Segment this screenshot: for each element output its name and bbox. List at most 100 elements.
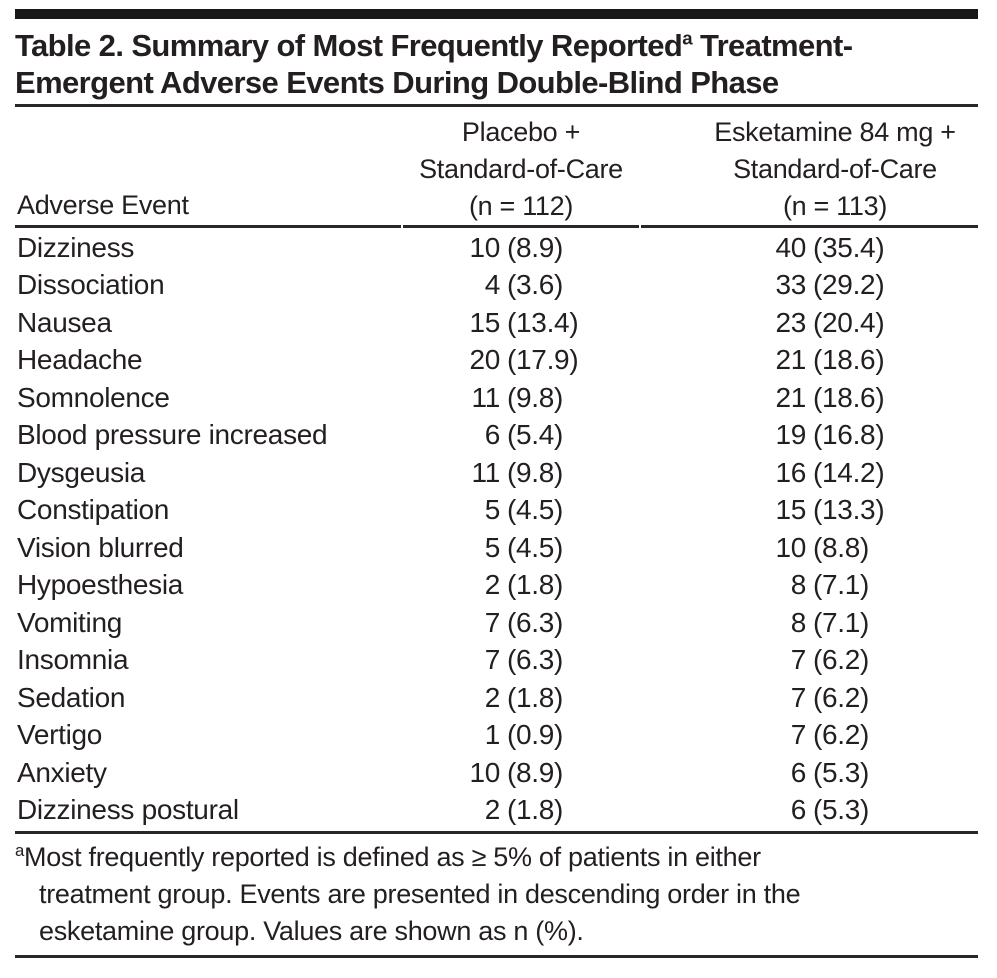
esketamine-percent: (6.2)	[813, 719, 870, 751]
placebo-value: 11 (9.8)	[402, 379, 640, 417]
placebo-value: 7 (6.3)	[402, 642, 640, 680]
esketamine-count: 8	[790, 606, 807, 638]
esketamine-percent: (35.4)	[813, 231, 885, 263]
placebo-value: 2 (1.8)	[402, 567, 640, 605]
placebo-value: 4 (3.6)	[402, 267, 640, 305]
placebo-percent: (4.5)	[507, 494, 564, 526]
rule-bottom	[15, 955, 978, 958]
placebo-value: 20 (17.9)	[402, 342, 640, 380]
placebo-value: 5 (4.5)	[402, 529, 640, 567]
esketamine-percent: (5.3)	[813, 756, 870, 788]
placebo-percent: (1.8)	[507, 681, 564, 713]
esketamine-count: 7	[790, 644, 807, 676]
adverse-event-name: Dizziness	[17, 231, 135, 263]
footnote-line1: aMost frequently reported is defined as …	[15, 839, 978, 876]
esketamine-percent: (13.3)	[813, 494, 885, 526]
placebo-percent: (6.3)	[507, 606, 564, 638]
adverse-event-name: Vertigo	[17, 719, 103, 751]
adverse-event-name: Vision blurred	[17, 531, 184, 563]
placebo-value: 6 (5.4)	[402, 417, 640, 455]
esketamine-value: 7 (6.2)	[640, 717, 978, 755]
placebo-value: 11 (9.8)	[402, 454, 640, 492]
placebo-value: 7 (6.3)	[402, 604, 640, 642]
placebo-value: 10 (8.9)	[402, 754, 640, 792]
placebo-value: 5 (4.5)	[402, 492, 640, 530]
placebo-percent: (17.9)	[507, 344, 579, 376]
placebo-percent: (8.9)	[507, 231, 564, 263]
esketamine-percent: (18.6)	[813, 344, 885, 376]
table-title-line1-rest: Treatment-	[691, 28, 853, 63]
placebo-value: 2 (1.8)	[402, 679, 640, 717]
esketamine-value: 23 (20.4)	[640, 304, 978, 342]
esketamine-count: 8	[790, 569, 807, 601]
column-header-esketamine: Esketamine 84 mg + Standard-of-Care (n =…	[640, 114, 978, 225]
rule-under-header-col1	[15, 225, 401, 228]
esketamine-percent: (6.2)	[813, 644, 870, 676]
placebo-count: 2	[484, 794, 501, 826]
esketamine-count: 23	[775, 306, 806, 338]
adverse-event-name: Insomnia	[17, 644, 129, 676]
adverse-event-name: Somnolence	[17, 381, 170, 413]
esketamine-count: 10	[775, 531, 806, 563]
esketamine-count: 7	[790, 681, 807, 713]
placebo-percent: (5.4)	[507, 419, 564, 451]
adverse-event-name: Dizziness postural	[17, 794, 239, 826]
placebo-count: 11	[471, 381, 501, 413]
footnote: aMost frequently reported is defined as …	[15, 839, 978, 950]
placebo-value: 15 (13.4)	[402, 304, 640, 342]
adverse-event-name: Sedation	[17, 681, 126, 713]
table-title-line1-main: Table 2. Summary of Most Frequently Repo…	[15, 28, 683, 63]
esketamine-percent: (29.2)	[813, 269, 885, 301]
adverse-event-name: Hypoesthesia	[17, 569, 184, 601]
placebo-count: 11	[471, 456, 501, 488]
placebo-percent: (9.8)	[507, 381, 564, 413]
title-footnote-marker: a	[682, 27, 692, 49]
rule-under-title	[15, 104, 978, 107]
esketamine-value: 10 (8.8)	[640, 529, 978, 567]
esketamine-value: 21 (18.6)	[640, 379, 978, 417]
column-header-placebo: Placebo + Standard-of-Care (n = 112)	[402, 114, 640, 225]
esketamine-header-line1: Esketamine 84 mg +	[714, 117, 956, 147]
esketamine-count: 19	[775, 419, 806, 451]
adverse-event-name: Dysgeusia	[17, 456, 146, 488]
esketamine-count: 16	[775, 456, 806, 488]
placebo-count: 1	[484, 719, 501, 751]
adverse-event-name: Constipation	[17, 494, 170, 526]
esketamine-count: 6	[790, 756, 807, 788]
table-title-line1: Table 2. Summary of Most Frequently Repo…	[15, 27, 853, 64]
footnote-marker: a	[15, 841, 25, 860]
placebo-count: 5	[484, 494, 501, 526]
footnote-line3: esketamine group. Values are shown as n …	[39, 916, 584, 946]
esketamine-percent: (20.4)	[813, 306, 885, 338]
footnote-line2: treatment group. Events are presented in…	[39, 879, 801, 909]
esketamine-count: 15	[775, 494, 806, 526]
esketamine-percent: (7.1)	[813, 606, 870, 638]
esketamine-value: 8 (7.1)	[640, 604, 978, 642]
esketamine-count: 21	[775, 344, 806, 376]
placebo-percent: (8.9)	[507, 756, 564, 788]
esketamine-value: 15 (13.3)	[640, 492, 978, 530]
esketamine-value: 6 (5.3)	[640, 792, 978, 830]
placebo-count: 7	[484, 606, 501, 638]
rule-under-header-col3	[641, 225, 978, 228]
placebo-header-line2: Standard-of-Care	[419, 154, 623, 184]
adverse-event-name: Nausea	[17, 306, 112, 338]
esketamine-percent: (7.1)	[813, 569, 870, 601]
esketamine-value: 7 (6.2)	[640, 642, 978, 680]
placebo-percent: (3.6)	[507, 269, 564, 301]
esketamine-percent: (14.2)	[813, 456, 885, 488]
esketamine-value: 19 (16.8)	[640, 417, 978, 455]
placebo-percent: (9.8)	[507, 456, 564, 488]
table-title: Table 2. Summary of Most Frequently Repo…	[15, 27, 853, 101]
placebo-percent: (13.4)	[507, 306, 579, 338]
placebo-count: 20	[469, 344, 500, 376]
esketamine-percent: (6.2)	[813, 681, 870, 713]
esketamine-count: 6	[790, 794, 807, 826]
table-body: Dizziness 10 (8.9) 40 (35.4) Dissociation 4 (3.…	[15, 229, 978, 829]
placebo-value: 1 (0.9)	[402, 717, 640, 755]
placebo-count: 7	[484, 644, 501, 676]
placebo-count: 2	[484, 569, 501, 601]
esketamine-value: 6 (5.3)	[640, 754, 978, 792]
esketamine-count: 21	[775, 381, 806, 413]
column-header-adverse-event: Adverse Event	[17, 190, 189, 220]
